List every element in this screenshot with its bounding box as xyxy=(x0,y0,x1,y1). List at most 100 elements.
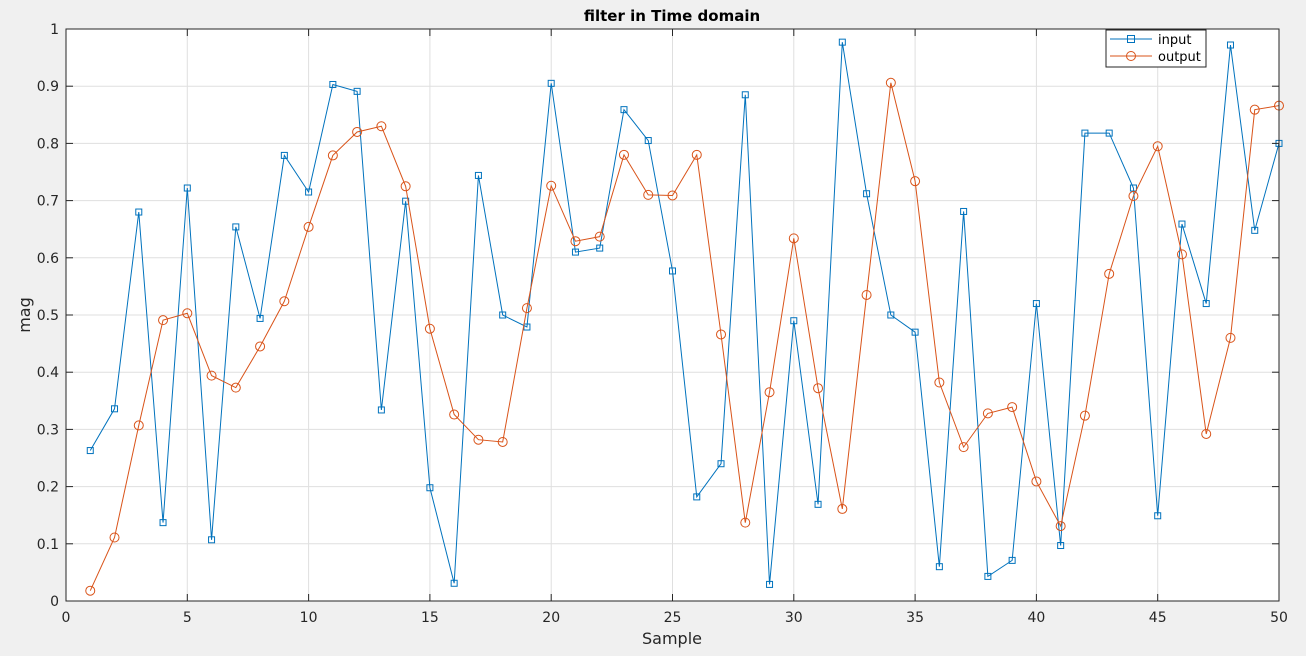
input-point xyxy=(1178,220,1186,228)
y-axis: 0 0.1 0.2 0.3 0.4 0.5 0.6 0.7 0.8 0.9 1 xyxy=(37,22,1279,610)
output-point xyxy=(788,233,799,244)
output-point xyxy=(376,121,387,132)
input-point xyxy=(426,484,434,492)
output-point xyxy=(1201,428,1212,439)
input-point xyxy=(887,311,895,319)
output-point xyxy=(813,383,824,394)
output-point xyxy=(279,296,290,307)
output-point xyxy=(1055,521,1066,532)
input-point xyxy=(693,493,701,501)
legend-input-marker xyxy=(1127,35,1135,43)
output-point xyxy=(1176,249,1187,260)
input-point xyxy=(863,190,871,198)
input-point xyxy=(474,171,482,179)
input-point xyxy=(1129,184,1137,192)
output-point xyxy=(740,517,751,528)
input-point xyxy=(669,267,676,275)
x-tick-label: 30 xyxy=(785,610,803,626)
output-point xyxy=(521,303,532,314)
output-point xyxy=(1031,476,1042,487)
output-point xyxy=(910,176,921,187)
output-point xyxy=(1104,268,1115,279)
x-tick-label: 35 xyxy=(906,610,924,626)
output-point xyxy=(449,409,460,420)
x-tick-label: 45 xyxy=(1149,610,1167,626)
input-point xyxy=(1032,300,1040,308)
input-point xyxy=(1105,129,1113,137)
output-point xyxy=(885,77,896,88)
input-point xyxy=(377,406,385,414)
x-tick-label: 20 xyxy=(542,610,560,626)
input-point xyxy=(717,460,725,468)
output-point xyxy=(352,126,363,137)
input-point xyxy=(111,405,119,413)
input-point xyxy=(1008,556,1016,564)
output-point xyxy=(109,532,120,543)
output-point xyxy=(1128,191,1139,202)
input-point xyxy=(353,87,361,95)
input-point xyxy=(280,151,288,159)
output-point xyxy=(133,420,144,431)
x-tick-label: 5 xyxy=(183,610,192,626)
input-point xyxy=(960,207,968,215)
y-tick-label: 0.6 xyxy=(37,251,59,267)
input-point xyxy=(644,137,652,145)
x-tick-label: 25 xyxy=(664,610,682,626)
input-point xyxy=(499,311,507,319)
series-output xyxy=(85,77,1284,596)
input-point xyxy=(232,223,240,231)
y-tick-label: 0.3 xyxy=(37,422,59,438)
output-point xyxy=(230,382,241,393)
y-tick-label: 0.2 xyxy=(37,480,59,496)
input-point xyxy=(256,314,264,322)
output-line xyxy=(89,82,1280,591)
input-point xyxy=(86,447,94,455)
input-point xyxy=(547,79,555,87)
y-tick-label: 0.5 xyxy=(37,308,59,324)
output-point xyxy=(861,289,872,300)
x-tick-label: 50 xyxy=(1270,610,1288,626)
input-point xyxy=(1202,300,1210,308)
y-tick-label: 0.1 xyxy=(37,537,59,553)
input-point xyxy=(329,80,337,88)
output-point xyxy=(570,236,581,247)
output-point xyxy=(158,315,169,326)
input-point xyxy=(1081,129,1089,137)
output-point xyxy=(982,408,993,419)
x-axis: 0 5 10 15 20 25 30 35 40 45 50 xyxy=(62,29,1288,626)
output-point xyxy=(473,434,484,445)
input-point xyxy=(571,248,579,256)
input-point xyxy=(135,208,143,216)
input-point xyxy=(620,106,628,114)
y-tick-label: 1 xyxy=(50,22,59,38)
y-tick-label: 0.9 xyxy=(37,79,59,95)
input-point xyxy=(838,38,846,46)
input-point xyxy=(183,184,191,192)
output-point xyxy=(255,341,266,352)
chart-title: filter in Time domain xyxy=(584,7,760,25)
input-point xyxy=(741,91,749,99)
input-point xyxy=(935,563,943,571)
output-point xyxy=(546,180,557,191)
input-line xyxy=(89,42,1280,585)
output-point xyxy=(667,190,678,201)
input-point xyxy=(596,244,604,252)
input-point xyxy=(766,580,774,588)
y-axis-title: mag xyxy=(15,297,34,333)
input-point xyxy=(208,536,216,544)
output-point xyxy=(182,308,193,319)
output-point xyxy=(837,503,848,514)
input-point xyxy=(1154,512,1162,520)
output-point xyxy=(716,329,727,340)
x-tick-label: 40 xyxy=(1027,610,1045,626)
output-point xyxy=(303,221,314,232)
output-point xyxy=(618,149,629,160)
output-point xyxy=(643,189,654,200)
series-layer xyxy=(85,38,1284,596)
output-point xyxy=(424,323,435,334)
y-tick-label: 0 xyxy=(50,594,59,610)
input-point xyxy=(1226,41,1234,49)
legend: input output xyxy=(1105,29,1207,68)
output-point xyxy=(1225,332,1236,343)
input-point xyxy=(1057,542,1065,550)
